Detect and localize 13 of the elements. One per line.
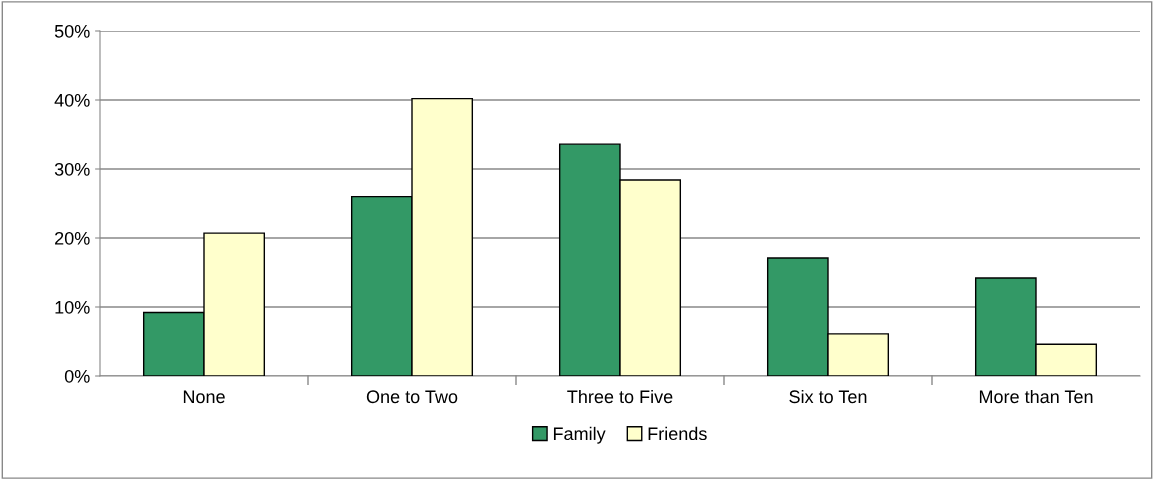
legend-label: Friends [648, 426, 707, 441]
x-tick-label: Six to Ten [789, 389, 867, 404]
legend-label: Family [553, 426, 606, 444]
x-tick-label: Three to Five [567, 389, 673, 404]
x-tick-label: More than Ten [979, 389, 1093, 404]
y-tick-label: 0% [64, 369, 90, 383]
y-tick-label: 10% [55, 300, 90, 314]
y-tick-label: 40% [54, 93, 90, 107]
y-tick-label: 20% [55, 231, 90, 245]
x-tick-label: None [183, 390, 225, 404]
y-tick-label: 50% [54, 24, 90, 38]
y-tick-label: 30% [54, 162, 90, 176]
x-tick-label: One to Two [366, 390, 458, 404]
